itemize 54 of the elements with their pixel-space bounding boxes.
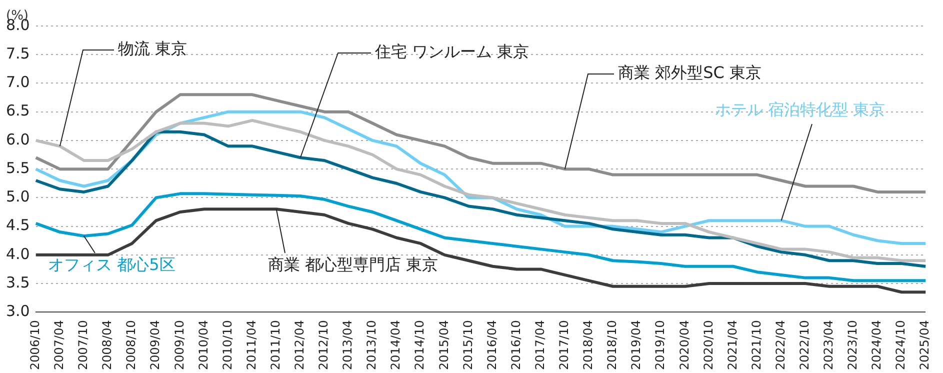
x-tick-label: 2017/10: [557, 320, 572, 370]
x-tick-label: 2020/04: [677, 320, 692, 370]
text: ホテル 宿泊特化型 東京: [715, 100, 886, 120]
x-tick-label: 2006/10: [28, 320, 42, 370]
y-tick-label: 7.0: [6, 73, 30, 92]
x-tick-label: 2022/10: [797, 320, 812, 370]
x-tick-label: 2014/10: [412, 320, 427, 370]
x-tick-label: 2009/04: [148, 320, 162, 370]
x-tick-label: 2022/04: [773, 320, 788, 370]
y-tick-label: 5.5: [6, 158, 30, 177]
x-tick-label: 2014/04: [388, 320, 403, 370]
y-tick-label: 7.5: [6, 44, 30, 63]
x-tick-label: 2010/04: [196, 320, 210, 370]
y-tick-label: 3.5: [6, 273, 30, 292]
x-tick-label: 2018/04: [581, 320, 596, 370]
x-tick-label: 2008/04: [100, 320, 114, 370]
x-tick-label: 2023/10: [846, 320, 860, 370]
x-tick-label: 2021/04: [725, 320, 740, 370]
x-tick-label: 2008/10: [124, 320, 138, 370]
x-tick-label: 2017/04: [532, 320, 547, 370]
x-tick-label: 2007/04: [52, 320, 66, 370]
x-tick-label: 2013/04: [340, 320, 355, 370]
y-tick-label: 3.0: [6, 302, 30, 320]
series-label: 商業 都心型専門店 東京: [268, 255, 438, 274]
text: 商業 郊外型SC 東京: [618, 63, 762, 82]
x-tick-label: 2024/10: [894, 320, 908, 370]
x-tick-label: 2018/10: [605, 320, 620, 370]
x-tick-label: 2012/10: [316, 320, 331, 370]
y-tick-label: 4.0: [6, 244, 30, 263]
x-tick-label: 2015/10: [460, 320, 475, 370]
x-tick-label: 2024/04: [870, 320, 884, 370]
y-tick-label: 6.5: [6, 102, 30, 120]
x-tick-label: 2013/10: [364, 320, 379, 370]
y-tick-label: 6.0: [6, 130, 30, 148]
y-tick-label: 4.5: [6, 216, 30, 234]
series-label: オフィス 都心5区: [48, 255, 176, 274]
y-tick-label: 5.0: [6, 188, 30, 206]
x-tick-label: 2012/04: [292, 320, 306, 370]
x-tick-label: 2016/04: [484, 320, 499, 370]
x-tick-label: 2020/10: [701, 320, 716, 370]
text: 住宅 ワンルーム 東京: [374, 42, 530, 62]
x-tick-label: 2016/10: [508, 320, 523, 370]
x-tick-label: 2011/04: [244, 320, 258, 370]
x-tick-label: 2010/10: [220, 320, 234, 370]
x-tick-label: 2025/04: [918, 320, 932, 370]
x-tick-label: 2015/04: [436, 320, 451, 370]
x-tick-label: 2007/10: [76, 320, 90, 370]
x-tick-label: 2019/04: [629, 320, 644, 370]
text: 物流 東京: [118, 39, 188, 58]
x-tick-label: 2009/10: [172, 320, 186, 370]
x-tick-label: 2019/10: [653, 320, 668, 370]
x-tick-label: 2011/10: [268, 320, 282, 370]
x-tick-label: 2021/10: [749, 320, 764, 370]
x-tick-label: 2023/04: [822, 320, 836, 370]
